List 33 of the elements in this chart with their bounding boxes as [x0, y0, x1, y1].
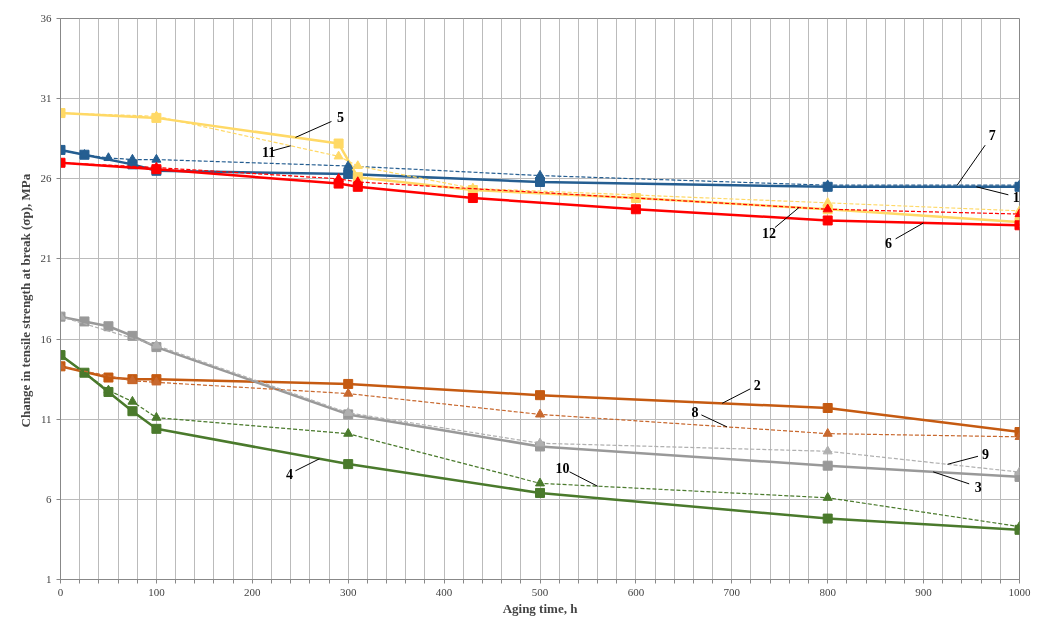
- x-tick-label: 500: [531, 585, 549, 598]
- series-label: 12: [761, 225, 776, 241]
- x-tick-label: 300: [339, 585, 357, 598]
- y-tick-label: 16: [40, 332, 52, 345]
- series-label: 1: [1012, 189, 1020, 205]
- x-tick-label: 100: [148, 585, 166, 598]
- y-axis-title: Change in tensile strength at break (σp), MPa: [17, 173, 33, 428]
- x-axis-title: Aging time, h: [502, 600, 579, 616]
- y-tick-label: 26: [40, 172, 52, 185]
- text: 7: [988, 128, 996, 144]
- series-label: 4: [285, 466, 293, 482]
- series-label: 10: [555, 461, 570, 477]
- series-label: 11: [262, 144, 276, 160]
- x-tick-label: 200: [244, 585, 262, 598]
- series-label: 9: [982, 447, 990, 463]
- series-label: 6: [885, 235, 893, 251]
- y-tick-label: 21: [40, 252, 52, 265]
- x-tick-label: 1000: [1008, 585, 1031, 598]
- x-tick-label: 0: [57, 585, 64, 598]
- series-label: 2: [753, 378, 761, 394]
- series-label: 8: [691, 404, 699, 420]
- y-tick-label: 31: [40, 92, 52, 105]
- x-tick-label: 600: [627, 585, 645, 598]
- series-label: 5: [336, 110, 344, 126]
- x-tick-label: 900: [915, 585, 933, 598]
- y-tick-label: 36: [40, 12, 52, 24]
- x-tick-label: 400: [435, 585, 453, 598]
- series-label: 3: [974, 479, 982, 495]
- y-tick-label: 1: [46, 573, 52, 585]
- y-tick-label: 11: [40, 412, 52, 425]
- x-tick-label: 800: [819, 585, 837, 598]
- y-tick-label: 6: [46, 492, 52, 505]
- x-tick-label: 700: [723, 585, 741, 598]
